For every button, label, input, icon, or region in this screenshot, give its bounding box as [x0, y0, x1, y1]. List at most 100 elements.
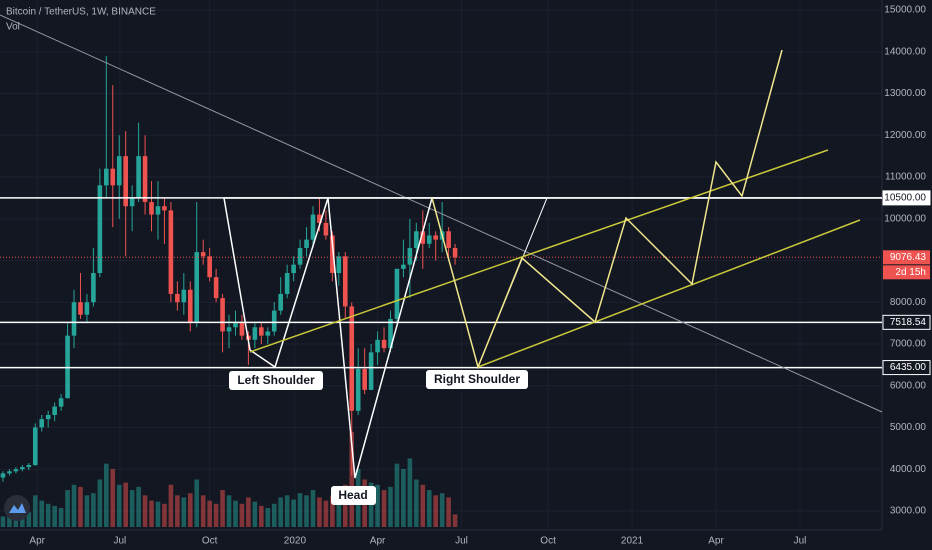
label-box	[331, 486, 376, 505]
y-tick-label: 12000.00	[884, 130, 926, 141]
candle-body	[32, 427, 38, 466]
candle-body	[110, 168, 116, 186]
volume-bar	[349, 432, 355, 527]
price-label: 7518.54	[890, 317, 927, 328]
candle-body	[116, 156, 122, 186]
candle-body	[394, 268, 400, 319]
axes: 3000.00 4000.00 5000.00 6000.00 7000.00 8000.…	[29, 5, 931, 547]
candle-body	[420, 231, 426, 244]
x-tick-label: Jul	[113, 536, 126, 547]
annotation-labels: Left Shoulder Head Right Shoulder	[229, 370, 528, 505]
candle-body	[226, 327, 232, 332]
volume-bar	[278, 497, 283, 527]
candle-body	[162, 206, 167, 211]
candle-body	[362, 369, 367, 390]
candle-body	[123, 156, 128, 207]
volume-bar	[149, 500, 154, 527]
volume-bar	[336, 497, 342, 527]
volume-bar	[200, 495, 206, 527]
volume-bar	[52, 505, 57, 527]
candle-body	[375, 339, 380, 353]
candle-body	[271, 310, 277, 332]
logo	[4, 495, 30, 521]
volume-label: Vol	[6, 22, 20, 33]
candle-body	[187, 289, 193, 324]
label-box	[426, 370, 528, 389]
candle-body	[13, 469, 19, 472]
price-label: 6435.00	[890, 362, 927, 373]
candle-body	[181, 289, 187, 303]
projection-path	[431, 49, 783, 370]
candle-body	[104, 168, 109, 186]
logo-circle	[4, 495, 30, 521]
candle-body	[149, 202, 154, 215]
candle-body	[39, 419, 45, 428]
candle-body	[278, 293, 283, 311]
candle-body	[7, 471, 12, 474]
volume-bar	[0, 516, 6, 527]
candle-body	[26, 465, 32, 468]
candle-body	[317, 214, 322, 223]
candle-body	[155, 206, 161, 215]
candle-body	[330, 235, 335, 274]
candles	[0, 55, 458, 482]
volume-bar	[426, 490, 432, 527]
x-tick-label: Jul	[455, 536, 468, 547]
annotation: Head	[338, 488, 367, 502]
volume-bar	[175, 495, 180, 527]
candle-body	[168, 210, 174, 294]
candle-body	[336, 256, 342, 274]
volume-bar	[104, 463, 109, 527]
candle-body	[97, 185, 103, 274]
volume-bar	[446, 497, 451, 527]
volume-bar	[388, 486, 393, 527]
candle-body	[446, 231, 451, 248]
volume-bar	[65, 490, 70, 527]
candle-body	[58, 398, 64, 407]
volume-bar	[433, 495, 439, 527]
candle-body	[433, 235, 439, 240]
candle-body	[401, 264, 406, 269]
candle-body	[129, 197, 135, 207]
y-tick-label: 14000.00	[884, 46, 926, 57]
volume-bar	[20, 513, 25, 527]
candle-body	[388, 318, 393, 349]
candle-body	[71, 302, 77, 336]
candle-body	[265, 331, 271, 336]
volume-bar	[78, 486, 83, 527]
volume-bar	[220, 490, 225, 527]
candle-body	[355, 369, 361, 411]
candle-body	[239, 323, 245, 336]
volume-bar	[207, 500, 212, 527]
volume-bar	[13, 515, 19, 527]
candle-body	[381, 339, 387, 349]
y-tick-label: 8000.00	[890, 297, 927, 308]
candle-body	[220, 298, 225, 332]
candle-body	[259, 327, 264, 336]
y-tick-label: 4000.00	[890, 464, 927, 475]
volume-bar	[142, 495, 148, 527]
price-label-box	[882, 190, 931, 206]
volume-bar	[155, 501, 161, 527]
channel-line	[477, 219, 861, 368]
x-tick-label: 2020	[284, 536, 307, 547]
y-tick-label: 11000.00	[885, 172, 926, 183]
annotation: Right Shoulder	[434, 372, 520, 386]
volume-bar	[129, 490, 135, 527]
volume-bar	[7, 514, 12, 527]
candle-body	[426, 235, 432, 244]
volume-bar	[284, 495, 290, 527]
y-tick-label: 5000.00	[890, 422, 927, 433]
volume-bar	[381, 490, 387, 527]
volume-bar	[233, 500, 238, 527]
volume-bar	[181, 497, 187, 527]
candle-body	[136, 156, 141, 198]
candle-body	[233, 323, 238, 328]
candle-body	[0, 473, 6, 478]
volume-bar	[84, 495, 90, 527]
y-tick-label: 13000.00	[884, 88, 926, 99]
volume-bar	[342, 484, 348, 527]
candle-body	[284, 273, 290, 294]
volume-bar	[168, 484, 174, 527]
